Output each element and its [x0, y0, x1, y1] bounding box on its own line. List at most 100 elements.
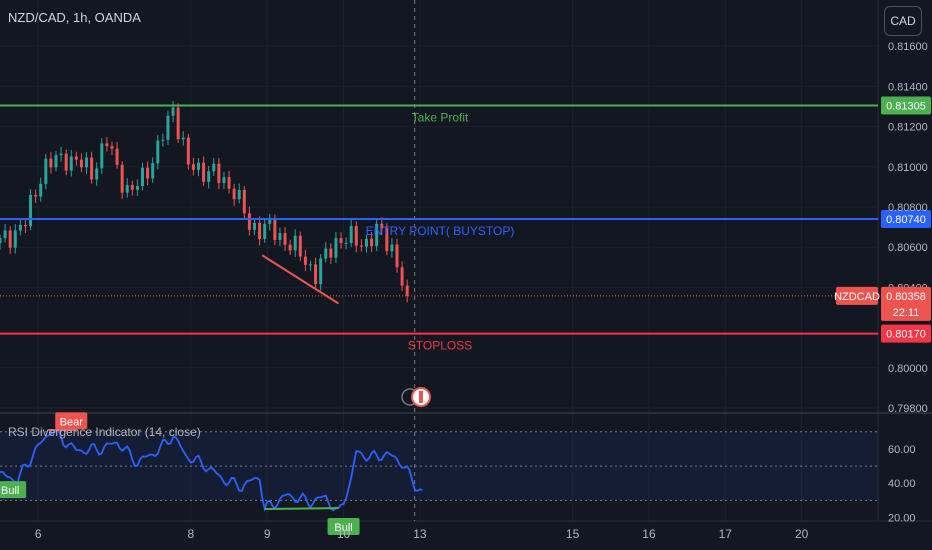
candle-body	[64, 153, 68, 171]
candle-body	[3, 230, 7, 239]
candle-body	[339, 238, 343, 243]
candle-body	[151, 163, 155, 179]
candle-body	[247, 213, 251, 230]
candle-body	[344, 242, 348, 244]
time-tick-label: 16	[642, 527, 656, 541]
candle-body	[166, 115, 170, 140]
time-tick-label: 20	[795, 527, 809, 541]
divergence-label-box	[327, 518, 360, 536]
price-tick-label: 0.81000	[888, 162, 928, 174]
candle-body	[303, 256, 307, 265]
candle-body	[176, 107, 180, 140]
candle-body	[258, 222, 262, 239]
divergence-label: Bull	[334, 522, 352, 534]
candle-body	[156, 140, 160, 164]
candle-body	[217, 163, 221, 183]
divergence-line	[261, 254, 340, 305]
candle-body	[105, 143, 109, 147]
time-tick-label: 13	[413, 527, 427, 541]
price-tick-label: 0.80800	[888, 202, 928, 214]
indicator-title: RSI Divergence Indicator (14, close)	[8, 425, 201, 439]
price-tick-label: 0.80600	[888, 242, 928, 254]
candle-body	[268, 220, 272, 224]
candle-body	[237, 189, 241, 200]
time-tick-label: 9	[264, 527, 271, 541]
candle-body	[39, 183, 43, 197]
candle-body	[359, 245, 363, 247]
level-price-tag	[881, 96, 931, 115]
last-price-tag	[881, 286, 931, 321]
candle-body	[74, 156, 78, 160]
candle-body	[23, 224, 27, 227]
price-tick-label: 0.81400	[888, 81, 928, 93]
candle-body	[202, 162, 206, 182]
level-label: STOPLOSS	[408, 339, 472, 353]
candle-body	[400, 267, 404, 286]
divergence-label-box	[0, 481, 27, 499]
candle-body	[18, 224, 22, 231]
candle-body	[395, 244, 399, 268]
candle-body	[390, 244, 394, 252]
candle-body	[90, 157, 94, 180]
candle-body	[227, 177, 231, 189]
candle-body	[141, 167, 145, 187]
price-tick-label: 0.79800	[888, 403, 928, 415]
candle-body	[186, 137, 190, 165]
candle-body	[59, 153, 63, 156]
level-price-tag	[881, 210, 931, 229]
candle-body	[405, 285, 409, 296]
candle-body	[385, 228, 389, 252]
countdown-text: 22:11	[893, 307, 920, 319]
candle-body	[232, 188, 236, 200]
level-price-text: 0.80170	[886, 329, 926, 341]
candle-body	[100, 143, 104, 169]
level-label: ENTRY POINT( BUYSTOP)	[366, 224, 515, 238]
time-tick-label: 8	[188, 527, 195, 541]
candle-body	[0, 238, 2, 244]
candle-body	[334, 238, 338, 258]
candle-body	[375, 223, 379, 247]
candle-body	[79, 159, 83, 168]
candle-body	[146, 167, 150, 179]
candle-body	[69, 156, 73, 171]
candle-body	[370, 238, 374, 247]
candle-body	[222, 177, 226, 183]
candle-body	[125, 184, 129, 193]
candle-body	[314, 264, 318, 285]
candle-body	[288, 244, 292, 251]
candle-body	[380, 223, 384, 229]
time-tick-label: 6	[35, 527, 42, 541]
candle-body	[181, 137, 185, 140]
rsi-tick-label: 40.00	[888, 478, 916, 490]
rsi-tick-label: 60.00	[888, 444, 916, 456]
currency-button[interactable]: CAD	[884, 6, 922, 36]
time-tick-label: 10	[337, 527, 351, 541]
candle-body	[252, 222, 256, 230]
candle-body	[293, 235, 297, 251]
candle-body	[283, 233, 287, 245]
candle-body	[115, 148, 119, 165]
last-price-text: 0.80358	[886, 291, 926, 303]
candle-body	[207, 171, 211, 182]
price-tick-label: 0.81600	[888, 41, 928, 53]
candle-body	[161, 139, 165, 141]
candle-body	[354, 226, 358, 246]
candle-body	[308, 264, 312, 266]
level-price-text: 0.81305	[886, 100, 926, 112]
candle-body	[171, 107, 175, 116]
level-label: Take Profit	[412, 110, 469, 124]
rsi-tick-label: 20.00	[888, 513, 916, 525]
divergence-label: Bull	[1, 485, 19, 497]
divergence-label-box	[55, 412, 88, 430]
candle-body	[95, 168, 99, 180]
candle-body	[85, 157, 89, 168]
candle-body	[364, 238, 368, 247]
time-tick-label: 15	[566, 527, 580, 541]
candle-body	[242, 189, 246, 214]
level-price-tag	[881, 324, 931, 343]
candle-body	[324, 248, 328, 259]
candle-body	[34, 195, 38, 197]
symbol-title: NZD/CAD, 1h, OANDA	[8, 10, 141, 25]
